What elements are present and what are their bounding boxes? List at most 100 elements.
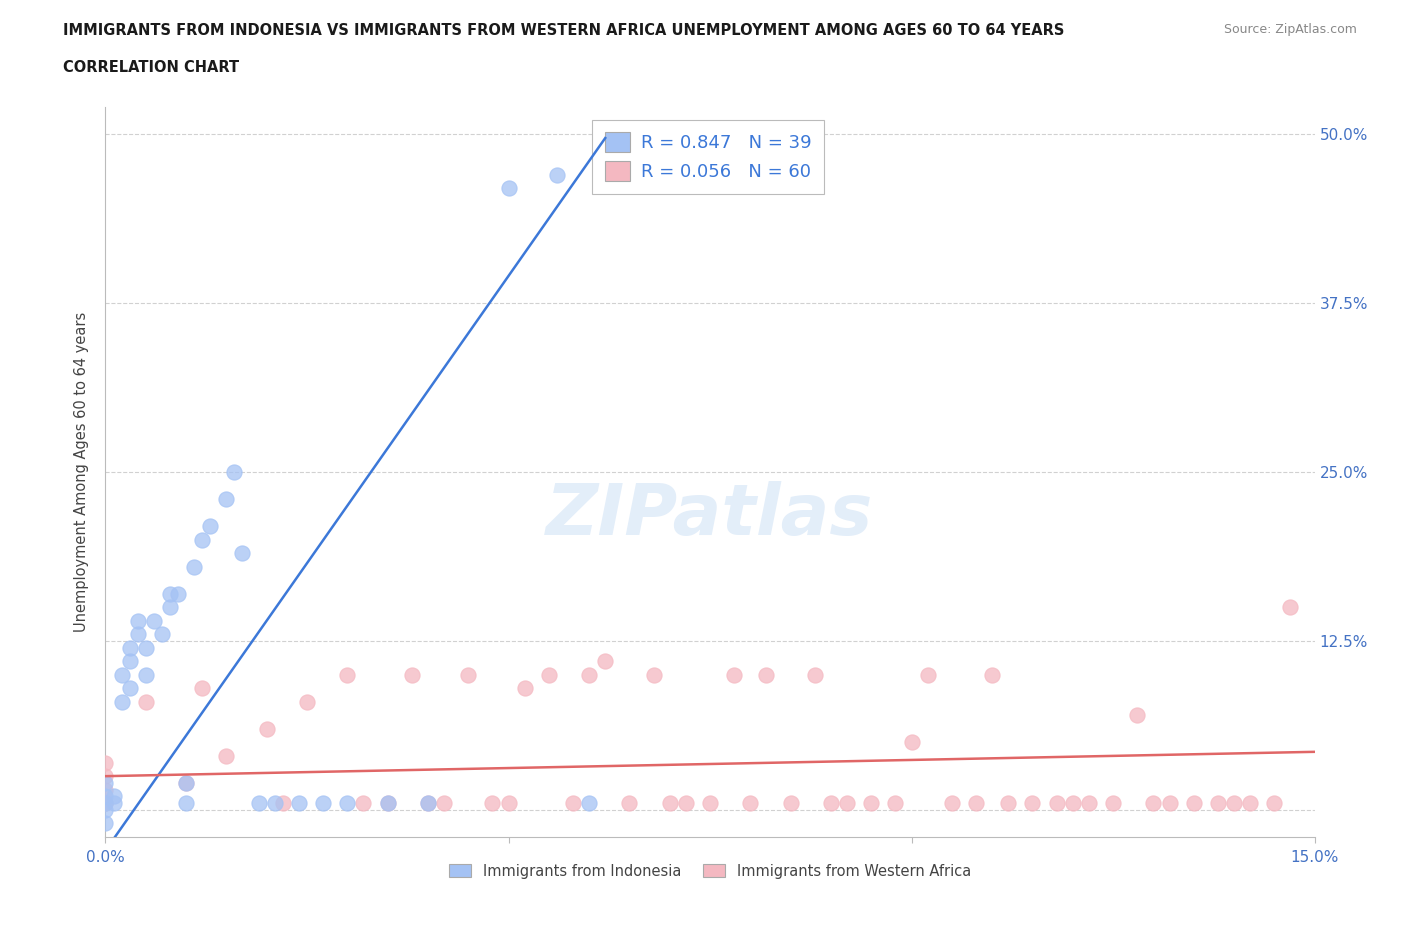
Immigrants from Indonesia (377, 796, 399, 811)
Immigrants from Western Africa (675, 796, 697, 811)
Immigrants from Western Africa (295, 695, 318, 710)
Immigrants from Western Africa (835, 796, 858, 811)
Immigrants from Western Africa (174, 776, 197, 790)
Immigrants from Western Africa (941, 796, 963, 811)
Immigrants from Western Africa (578, 668, 600, 683)
Immigrants from Indonesia (118, 640, 141, 655)
Immigrants from Western Africa (804, 668, 827, 683)
Immigrants from Western Africa (1159, 796, 1181, 811)
Immigrants from Indonesia (174, 796, 197, 811)
Immigrants from Western Africa (820, 796, 842, 811)
Y-axis label: Unemployment Among Ages 60 to 64 years: Unemployment Among Ages 60 to 64 years (75, 312, 90, 632)
Immigrants from Indonesia (110, 695, 132, 710)
Immigrants from Indonesia (127, 627, 149, 642)
Immigrants from Western Africa (900, 735, 922, 750)
Immigrants from Western Africa (1046, 796, 1069, 811)
Immigrants from Indonesia (174, 776, 197, 790)
Text: CORRELATION CHART: CORRELATION CHART (63, 60, 239, 75)
Immigrants from Western Africa (1279, 600, 1302, 615)
Immigrants from Western Africa (94, 782, 117, 797)
Immigrants from Indonesia (94, 816, 117, 830)
Immigrants from Indonesia (215, 492, 238, 507)
Immigrants from Western Africa (191, 681, 214, 696)
Immigrants from Western Africa (377, 796, 399, 811)
Immigrants from Indonesia (94, 803, 117, 817)
Immigrants from Indonesia (142, 613, 165, 628)
Immigrants from Indonesia (191, 532, 214, 547)
Immigrants from Western Africa (481, 796, 503, 811)
Immigrants from Western Africa (740, 796, 762, 811)
Immigrants from Indonesia (135, 640, 157, 655)
Immigrants from Indonesia (94, 789, 117, 804)
Immigrants from Indonesia (150, 627, 173, 642)
Immigrants from Indonesia (224, 465, 246, 480)
Text: IMMIGRANTS FROM INDONESIA VS IMMIGRANTS FROM WESTERN AFRICA UNEMPLOYMENT AMONG A: IMMIGRANTS FROM INDONESIA VS IMMIGRANTS … (63, 23, 1064, 38)
Immigrants from Indonesia (263, 796, 285, 811)
Immigrants from Western Africa (94, 796, 117, 811)
Immigrants from Indonesia (183, 559, 205, 574)
Immigrants from Western Africa (352, 796, 374, 811)
Immigrants from Indonesia (416, 796, 439, 811)
Immigrants from Western Africa (1142, 796, 1164, 811)
Immigrants from Indonesia (110, 668, 132, 683)
Immigrants from Indonesia (159, 586, 181, 601)
Immigrants from Western Africa (1206, 796, 1229, 811)
Immigrants from Western Africa (513, 681, 536, 696)
Immigrants from Indonesia (103, 796, 125, 811)
Immigrants from Indonesia (135, 668, 157, 683)
Immigrants from Indonesia (312, 796, 335, 811)
Immigrants from Indonesia (247, 796, 270, 811)
Immigrants from Western Africa (1102, 796, 1125, 811)
Immigrants from Indonesia (546, 167, 568, 182)
Immigrants from Western Africa (1062, 796, 1084, 811)
Immigrants from Western Africa (537, 668, 560, 683)
Immigrants from Western Africa (1263, 796, 1285, 811)
Immigrants from Western Africa (416, 796, 439, 811)
Immigrants from Western Africa (401, 668, 423, 683)
Immigrants from Indonesia (94, 796, 117, 811)
Immigrants from Western Africa (1126, 708, 1149, 723)
Immigrants from Western Africa (94, 755, 117, 770)
Immigrants from Indonesia (159, 600, 181, 615)
Immigrants from Western Africa (593, 654, 616, 669)
Immigrants from Western Africa (723, 668, 745, 683)
Immigrants from Western Africa (271, 796, 294, 811)
Immigrants from Indonesia (578, 796, 600, 811)
Immigrants from Western Africa (884, 796, 907, 811)
Immigrants from Western Africa (619, 796, 641, 811)
Immigrants from Indonesia (288, 796, 311, 811)
Immigrants from Indonesia (127, 613, 149, 628)
Immigrants from Western Africa (135, 695, 157, 710)
Immigrants from Indonesia (103, 789, 125, 804)
Immigrants from Western Africa (997, 796, 1019, 811)
Immigrants from Western Africa (1077, 796, 1099, 811)
Immigrants from Western Africa (1182, 796, 1205, 811)
Immigrants from Western Africa (755, 668, 778, 683)
Immigrants from Indonesia (118, 654, 141, 669)
Immigrants from Indonesia (336, 796, 359, 811)
Immigrants from Western Africa (658, 796, 681, 811)
Text: ZIPatlas: ZIPatlas (547, 482, 873, 551)
Immigrants from Western Africa (1021, 796, 1043, 811)
Immigrants from Western Africa (965, 796, 987, 811)
Immigrants from Western Africa (1239, 796, 1261, 811)
Immigrants from Western Africa (336, 668, 359, 683)
Immigrants from Western Africa (917, 668, 939, 683)
Immigrants from Western Africa (699, 796, 721, 811)
Immigrants from Western Africa (256, 722, 278, 737)
Immigrants from Western Africa (860, 796, 883, 811)
Immigrants from Western Africa (779, 796, 801, 811)
Legend: Immigrants from Indonesia, Immigrants from Western Africa: Immigrants from Indonesia, Immigrants fr… (443, 857, 977, 884)
Immigrants from Western Africa (433, 796, 456, 811)
Immigrants from Indonesia (498, 180, 520, 195)
Immigrants from Indonesia (118, 681, 141, 696)
Immigrants from Indonesia (200, 519, 222, 534)
Immigrants from Western Africa (643, 668, 665, 683)
Immigrants from Western Africa (215, 749, 238, 764)
Immigrants from Western Africa (94, 796, 117, 811)
Immigrants from Indonesia (231, 546, 253, 561)
Immigrants from Western Africa (498, 796, 520, 811)
Immigrants from Western Africa (981, 668, 1004, 683)
Immigrants from Indonesia (94, 776, 117, 790)
Immigrants from Western Africa (457, 668, 479, 683)
